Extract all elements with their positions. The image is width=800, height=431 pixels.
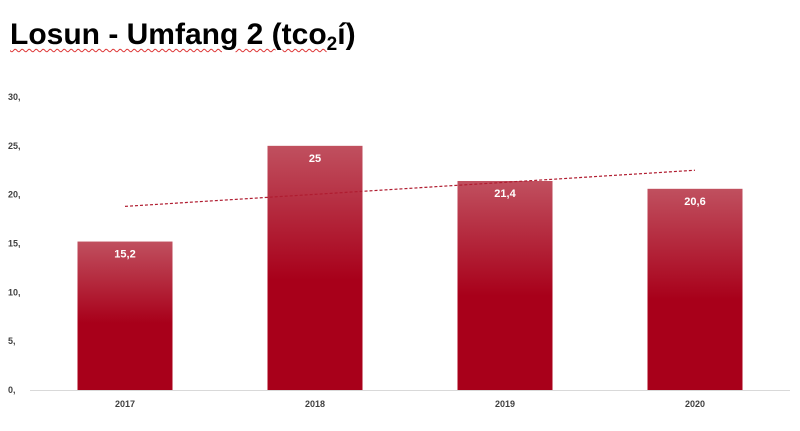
y-tick-label: 15, <box>8 239 21 249</box>
data-label-2019: 21,4 <box>494 188 516 200</box>
data-label-2018: 25 <box>309 153 321 165</box>
bars: 15,2 25 21,4 20,6 <box>77 145 743 390</box>
chart-title-end: í) <box>337 18 356 51</box>
trendline-group <box>124 169 696 207</box>
y-tick-label: 20, <box>8 190 21 200</box>
bar-2018 <box>267 145 363 390</box>
data-label-2017: 15,2 <box>114 249 135 261</box>
y-axis: 0, 5, 10, 15, 20, 25, 30, <box>8 92 21 395</box>
bar-2020 <box>647 188 743 390</box>
y-tick-label: 5, <box>8 336 16 346</box>
x-tick-label: 2020 <box>685 399 705 409</box>
x-tick-label: 2018 <box>305 399 325 409</box>
chart-title: Losun - Umfang 2 (tco2í) <box>10 18 356 56</box>
chart-title-subscript: 2 <box>326 34 338 55</box>
y-tick-label: 10, <box>8 287 21 297</box>
y-tick-label: 0, <box>8 385 16 395</box>
x-tick-label: 2017 <box>115 399 135 409</box>
chart-title-main: Losun - Umfang 2 (tco <box>10 18 327 51</box>
bar-2019 <box>457 180 553 390</box>
bar-2017 <box>77 241 173 390</box>
trendline <box>124 169 696 207</box>
y-tick-label: 30, <box>8 92 21 102</box>
data-label-2020: 20,6 <box>684 196 705 208</box>
y-tick-label: 25, <box>8 141 21 151</box>
x-axis: 2017 2018 2019 2020 <box>30 390 790 409</box>
x-tick-label: 2019 <box>495 399 515 409</box>
